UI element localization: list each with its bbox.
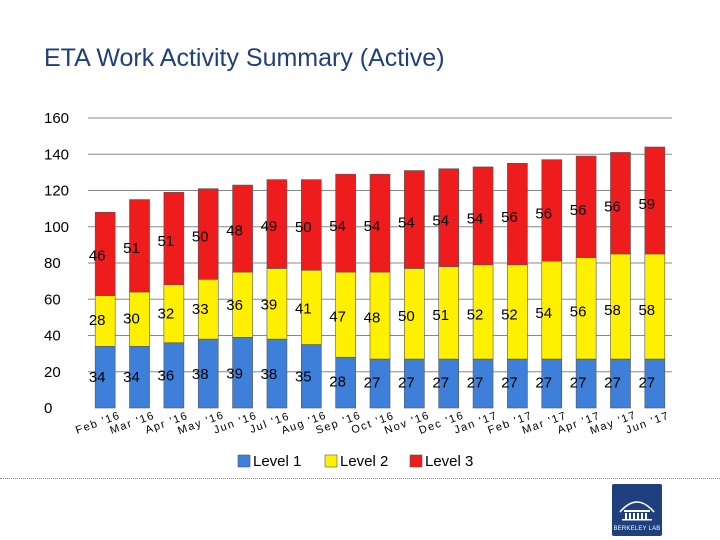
data-label: 48 <box>364 310 381 327</box>
data-label: 56 <box>501 209 518 226</box>
bar-segment-level-3 <box>610 152 631 255</box>
data-label: 39 <box>226 365 243 382</box>
data-label: 56 <box>604 198 621 215</box>
bar-segment-level-3 <box>507 163 528 266</box>
data-label: 56 <box>535 206 552 223</box>
data-label: 54 <box>467 211 484 228</box>
data-label: 27 <box>398 374 415 391</box>
data-label: 50 <box>398 308 415 325</box>
legend-swatch <box>324 454 338 468</box>
data-label: 52 <box>467 306 484 323</box>
data-label: 27 <box>535 374 552 391</box>
data-label: 46 <box>89 248 106 265</box>
data-label: 48 <box>226 223 243 240</box>
data-label: 59 <box>638 196 655 213</box>
data-label: 54 <box>329 218 346 235</box>
bars <box>94 146 666 409</box>
y-tick-label: 0 <box>44 400 52 417</box>
y-tick-label: 140 <box>44 146 69 163</box>
bar-segment-level-3 <box>575 155 597 258</box>
data-label: 28 <box>89 312 106 329</box>
data-label: 51 <box>158 233 175 250</box>
data-label: 34 <box>123 369 140 386</box>
berkeley-lab-logo: BERKELEY LAB <box>612 484 662 536</box>
bar-segment-level-3 <box>197 188 219 280</box>
data-label: 50 <box>192 228 209 245</box>
slide-title: ETA Work Activity Summary (Active) <box>44 44 445 72</box>
data-label: 58 <box>604 302 621 319</box>
data-label: 54 <box>432 213 449 230</box>
bar-segment-level-3 <box>369 173 391 273</box>
data-label: 49 <box>261 218 278 235</box>
y-tick-label: 160 <box>44 110 69 127</box>
data-label: 56 <box>570 202 587 219</box>
bar-segment-level-3 <box>163 192 185 286</box>
legend-label: Level 1 <box>253 453 301 470</box>
bar-segment-level-3 <box>300 179 322 271</box>
bar-segment-level-3 <box>438 168 460 267</box>
bar-segment-level-3 <box>94 211 116 296</box>
data-label: 58 <box>638 302 655 319</box>
data-label: 28 <box>329 374 346 391</box>
bar-segment-level-3 <box>541 159 563 262</box>
logo-text: BERKELEY LAB <box>613 526 661 532</box>
bar-segment-level-3 <box>266 179 288 269</box>
data-label: 50 <box>295 219 312 236</box>
data-label: 27 <box>604 374 621 391</box>
legend-label: Level 2 <box>340 453 388 470</box>
data-label: 51 <box>123 240 140 257</box>
value-labels: 34 28 46 34 30 51 36 32 51 38 33 50 39 36 48 38 39 49 35 41… <box>89 196 655 391</box>
data-label: 38 <box>261 366 278 383</box>
bar-segment-level-3 <box>335 173 356 273</box>
data-label: 27 <box>467 374 484 391</box>
legend-swatch <box>237 454 251 468</box>
bar-segment-level-3 <box>129 199 150 293</box>
bar-segment-level-3 <box>232 184 253 273</box>
data-label: 41 <box>295 300 312 317</box>
data-label: 51 <box>432 307 449 324</box>
bar-segment-level-3 <box>472 166 494 266</box>
data-label: 38 <box>192 366 209 383</box>
y-axis-ticks: 0 20 40 60 80 100 120 140 160 <box>44 110 69 417</box>
y-tick-label: 40 <box>44 328 61 345</box>
legend: Level 1 Level 2 Level 3 <box>237 453 473 470</box>
data-label: 30 <box>123 311 140 328</box>
bar-segment-level-3 <box>644 146 666 255</box>
data-label: 27 <box>638 374 655 391</box>
data-label: 33 <box>192 301 209 318</box>
data-label: 27 <box>501 374 518 391</box>
data-label: 47 <box>329 308 346 325</box>
data-label: 36 <box>158 368 175 385</box>
data-label: 27 <box>364 374 381 391</box>
legend-swatch <box>409 454 423 468</box>
y-tick-label: 120 <box>44 183 69 200</box>
legend-label: Level 3 <box>425 453 473 470</box>
data-label: 52 <box>501 306 518 323</box>
y-tick-label: 20 <box>44 364 61 381</box>
data-label: 34 <box>89 369 106 386</box>
y-tick-label: 80 <box>44 255 61 272</box>
y-tick-label: 60 <box>44 291 61 308</box>
y-tick-label: 100 <box>44 219 69 236</box>
data-label: 36 <box>226 297 243 314</box>
data-label: 54 <box>398 214 415 231</box>
data-label: 35 <box>295 368 312 385</box>
data-label: 27 <box>432 374 449 391</box>
data-label: 54 <box>364 218 381 235</box>
data-label: 32 <box>158 305 175 322</box>
bar-segment-level-3 <box>404 170 425 269</box>
stacked-bar-chart: 34 28 46 34 30 51 36 32 51 38 33 50 39 36 48 38 39 49 35 41… <box>44 110 672 470</box>
data-label: 39 <box>261 296 278 313</box>
footer-divider <box>0 478 720 479</box>
lab-building-icon <box>619 501 655 521</box>
data-label: 54 <box>535 305 552 322</box>
data-label: 56 <box>570 303 587 320</box>
data-label: 27 <box>570 374 587 391</box>
